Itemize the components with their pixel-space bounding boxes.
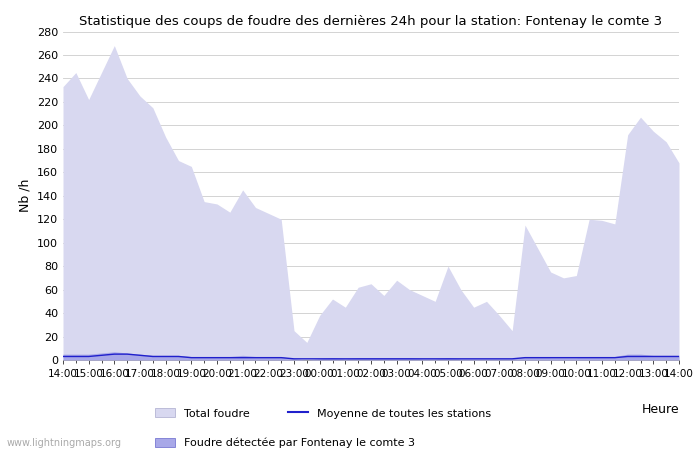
Text: www.lightningmaps.org: www.lightningmaps.org xyxy=(7,438,122,448)
Title: Statistique des coups de foudre des dernières 24h pour la station: Fontenay le c: Statistique des coups de foudre des dern… xyxy=(79,14,663,27)
Legend: Foudre détectée par Fontenay le comte 3: Foudre détectée par Fontenay le comte 3 xyxy=(155,438,414,448)
Text: Heure: Heure xyxy=(641,403,679,416)
Y-axis label: Nb /h: Nb /h xyxy=(18,179,32,212)
